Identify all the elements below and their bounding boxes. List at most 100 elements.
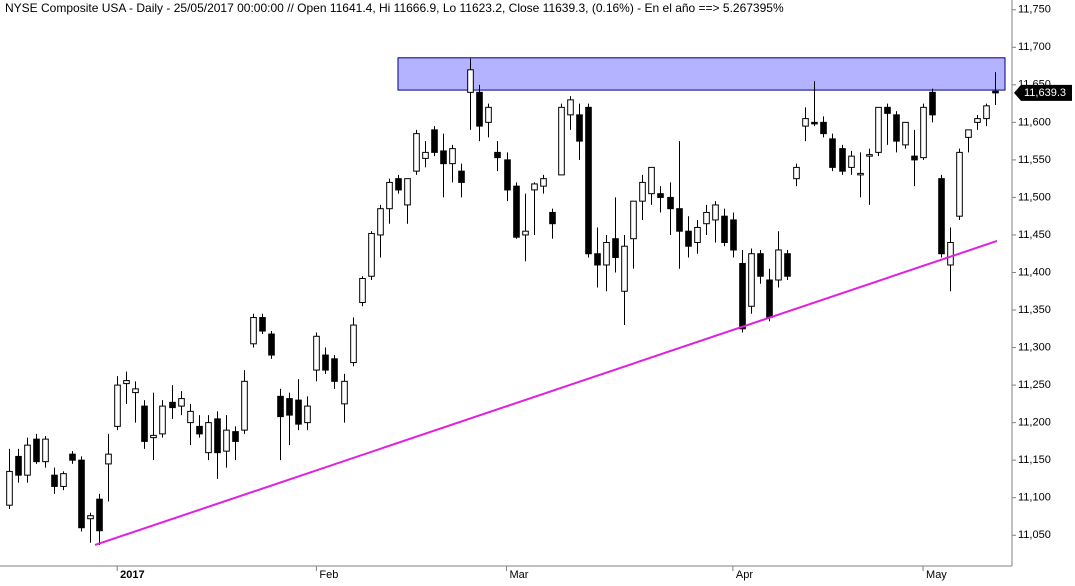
trendline <box>94 240 998 546</box>
candle-body <box>331 358 338 382</box>
candle-body <box>522 230 529 236</box>
y-tick-label: 11,500 <box>1018 191 1051 203</box>
trend-layer <box>94 240 998 546</box>
candle-body <box>621 245 628 292</box>
candle-body <box>159 405 166 435</box>
candle-body <box>232 431 239 442</box>
candle-body <box>15 455 22 476</box>
candle-body <box>721 215 728 243</box>
candle-body <box>6 470 13 506</box>
x-tick-label: 2017 <box>120 569 144 581</box>
candle-body <box>413 133 420 172</box>
y-tick-label: 11,600 <box>1018 116 1051 128</box>
candle-body <box>295 399 302 425</box>
candle-body <box>694 226 701 243</box>
candle-body <box>739 262 746 330</box>
candle-body <box>811 121 818 125</box>
candle-body <box>956 151 963 217</box>
candle-body <box>857 172 864 176</box>
candle-body <box>793 166 800 180</box>
candle-body <box>938 178 945 255</box>
candle-body <box>69 453 76 461</box>
candle-body <box>911 155 918 161</box>
candle-body <box>114 384 121 427</box>
candle-body <box>368 232 375 277</box>
candle-body <box>33 438 40 463</box>
candle-body <box>820 121 827 135</box>
candle-body <box>603 241 610 266</box>
candle-body <box>992 90 999 94</box>
candle-layer <box>6 58 999 545</box>
y-tick-label: 11,100 <box>1018 492 1051 504</box>
candle-body <box>386 181 393 210</box>
candle-body <box>839 148 846 172</box>
candle-body <box>766 279 773 319</box>
y-tick-label: 11,300 <box>1018 341 1051 353</box>
candle-body <box>485 106 492 123</box>
candle-body <box>513 185 520 238</box>
candle-body <box>784 253 791 277</box>
y-tick-label: 11,700 <box>1018 41 1051 53</box>
chart-title: NYSE Composite USA - Daily - 25/05/2017 … <box>5 1 784 15</box>
candle-body <box>359 277 366 304</box>
candle-body <box>467 69 474 93</box>
candle-body <box>286 398 293 416</box>
candle-body <box>965 129 972 138</box>
candle-body <box>132 388 139 394</box>
candle-body <box>585 106 592 255</box>
last-price-tag <box>1014 84 1072 101</box>
candle-body <box>150 434 157 439</box>
resistance-zone <box>397 57 1006 91</box>
candle-body <box>639 181 646 202</box>
candle-body <box>78 459 85 529</box>
candle-body <box>87 515 94 520</box>
candle-body <box>549 211 556 225</box>
candle-body <box>123 380 130 385</box>
candle-body <box>187 410 194 424</box>
candle-body <box>748 253 755 307</box>
candle-body <box>42 438 49 463</box>
candle-body <box>395 178 402 191</box>
candle-body <box>205 422 212 454</box>
candle-body <box>558 106 565 176</box>
candle-body <box>449 148 456 165</box>
candle-body <box>304 405 311 424</box>
candle-body <box>730 219 737 251</box>
candle-body <box>676 208 683 232</box>
x-tick-label: Apr <box>736 569 753 581</box>
candle-body <box>648 166 655 195</box>
x-tick-label: Feb <box>319 569 338 581</box>
candle-body <box>612 238 619 258</box>
candle-body <box>494 151 501 159</box>
candle-body <box>875 106 882 153</box>
last-price-label: 11,639.3 <box>1024 87 1066 99</box>
candle-body <box>51 474 58 487</box>
candle-body <box>594 253 601 266</box>
candle-body <box>440 150 447 165</box>
candle-body <box>277 395 284 418</box>
axis-layer: 11,050 11,100 11,150 11,200 11,250 11,300 11,3… <box>116 4 1072 581</box>
candle-body <box>214 418 221 454</box>
candle-body <box>983 105 990 120</box>
zone-layer <box>397 57 1006 91</box>
candle-body <box>531 183 538 191</box>
candle-body <box>169 401 176 409</box>
candle-body <box>196 425 203 435</box>
candle-body <box>920 106 927 159</box>
candle-body <box>848 155 855 168</box>
candle-body <box>404 178 411 206</box>
candle-body <box>866 154 873 157</box>
y-tick-label: 11,350 <box>1018 304 1051 316</box>
candle-body <box>893 114 900 142</box>
y-tick-label: 11,750 <box>1018 4 1051 16</box>
candle-body <box>947 241 954 266</box>
candle-body <box>567 99 574 116</box>
candle-body <box>458 170 465 183</box>
x-tick-label: Mar <box>510 569 529 581</box>
candle-body <box>775 249 782 281</box>
candle-body <box>422 151 429 159</box>
candle-body <box>96 498 103 532</box>
candle-body <box>259 317 266 332</box>
